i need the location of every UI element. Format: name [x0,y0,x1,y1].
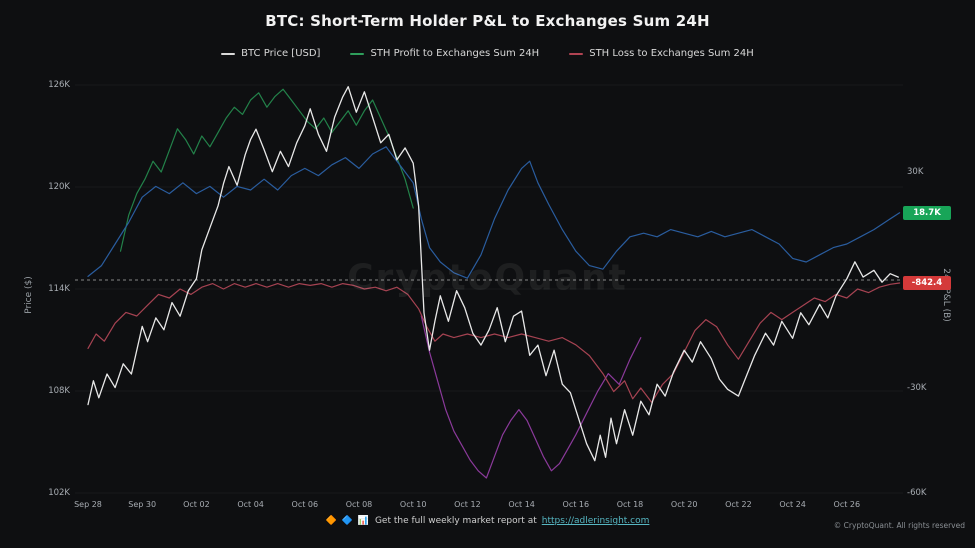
x-axis-tick: Oct 14 [508,500,535,509]
x-axis-tick: Oct 16 [562,500,590,509]
right-axis-tick: -30K [907,383,927,393]
x-axis-tick: Sep 30 [128,500,157,509]
left-axis-tick: 102K [48,488,70,498]
chart-title: BTC: Short-Term Holder P&L to Exchanges … [265,12,710,30]
copyright-text: © CryptoQuant. All rights reserved [833,521,965,530]
x-axis-tick: Oct 18 [616,500,644,509]
legend-swatch [350,52,365,55]
x-axis-tick: Oct 06 [291,500,319,509]
legend-item-1[interactable]: STH Profit to Exchanges Sum 24H [350,48,539,59]
x-axis-tick: Oct 10 [399,500,427,509]
series-line[interactable] [87,282,901,403]
x-axis-tick: Oct 04 [237,500,264,509]
x-axis-tick: Oct 24 [779,500,806,509]
last-value-badge: -842.4 [903,276,951,291]
footer-text: Get the full weekly market report at [374,516,537,526]
right-axis-tick: -60K [907,488,927,498]
last-value-badge: 18.7K [903,205,951,220]
left-axis-tick: 114K [48,284,70,294]
left-axis-title: Price ($) [23,276,34,314]
series-line[interactable] [119,88,414,252]
series-line[interactable] [87,146,901,279]
legend-item-2[interactable]: STH Loss to Exchanges Sum 24H [569,48,754,59]
legend: BTC Price [USD] STH Profit to Exchanges S… [0,48,975,59]
footer-link[interactable]: https://adlerinsight.com [541,516,650,526]
legend-swatch [569,52,584,55]
legend-label: BTC Price [USD] [241,48,321,59]
series-line[interactable] [420,315,642,479]
left-axis-tick: 120K [48,182,70,192]
footer-icons: 🔶 🔷 📊 [325,516,370,526]
legend-item-0[interactable]: BTC Price [USD] [221,48,320,59]
left-axis-tick: 108K [48,386,70,396]
footer-promo: 🔶 🔷 📊 Get the full weekly market report … [326,516,650,526]
x-axis-tick: Oct 26 [833,500,861,509]
left-axis-tick: 126K [48,80,70,90]
legend-swatch [221,52,236,55]
series-line[interactable] [87,86,899,462]
x-axis-tick: Sep 28 [74,500,102,509]
x-axis-tick: Oct 08 [345,500,373,509]
x-axis-tick: Oct 12 [454,500,481,509]
x-axis-tick: Oct 20 [670,500,698,509]
x-axis-tick: Oct 22 [725,500,752,509]
right-axis-tick: 30K [907,167,924,177]
legend-label: STH Profit to Exchanges Sum 24H [370,48,540,59]
x-axis-tick: Oct 02 [183,500,210,509]
legend-label: STH Loss to Exchanges Sum 24H [589,48,754,59]
